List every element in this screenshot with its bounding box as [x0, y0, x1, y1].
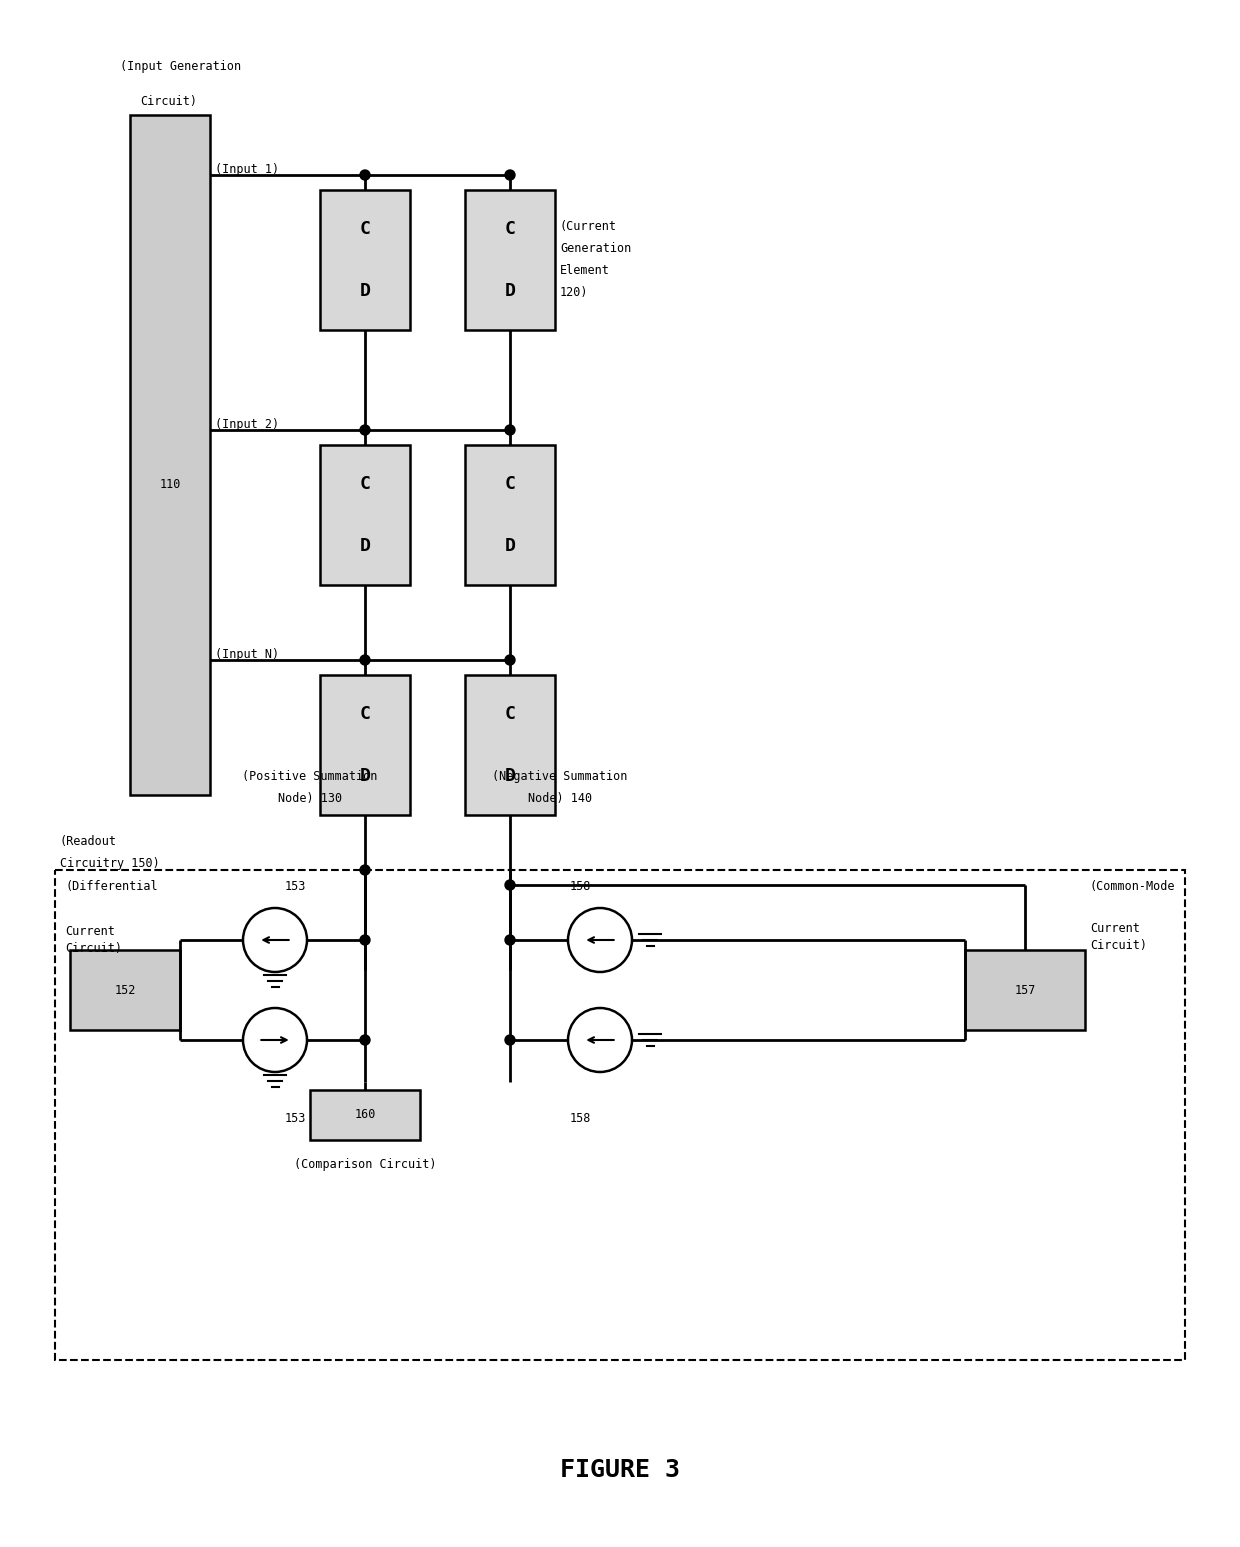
Text: D: D — [505, 537, 516, 555]
Text: Circuit): Circuit) — [1090, 939, 1147, 951]
Text: 157: 157 — [1014, 984, 1035, 996]
Text: (Input Generation: (Input Generation — [120, 60, 241, 73]
Text: 152: 152 — [114, 984, 135, 996]
Text: Circuitry 150): Circuitry 150) — [60, 857, 160, 869]
Circle shape — [360, 934, 370, 945]
Bar — [965, 950, 1085, 1030]
Text: D: D — [360, 282, 371, 300]
Text: (Common-Mode: (Common-Mode — [1090, 880, 1176, 893]
Text: Current: Current — [64, 925, 115, 937]
Circle shape — [243, 908, 308, 972]
Text: (Negative Summation: (Negative Summation — [492, 770, 627, 783]
Circle shape — [505, 425, 515, 435]
Text: C: C — [505, 705, 516, 722]
Circle shape — [360, 1035, 370, 1046]
Text: C: C — [360, 220, 371, 238]
Text: Current: Current — [1090, 922, 1140, 934]
Text: (Positive Summation: (Positive Summation — [242, 770, 378, 783]
Text: C: C — [505, 220, 516, 238]
Bar — [320, 446, 410, 585]
Text: C: C — [360, 475, 371, 493]
Bar — [55, 869, 1185, 1360]
Circle shape — [568, 908, 632, 972]
Text: (Input N): (Input N) — [215, 648, 279, 661]
Circle shape — [568, 1009, 632, 1072]
Text: D: D — [505, 282, 516, 300]
Text: Element: Element — [560, 265, 610, 277]
Text: (Comparison Circuit): (Comparison Circuit) — [294, 1159, 436, 1171]
Circle shape — [243, 1009, 308, 1072]
Text: D: D — [360, 537, 371, 555]
Text: 158: 158 — [569, 880, 590, 893]
Text: C: C — [505, 475, 516, 493]
Circle shape — [505, 1035, 515, 1046]
Bar — [310, 1091, 420, 1140]
Circle shape — [360, 654, 370, 665]
Text: 160: 160 — [355, 1109, 376, 1122]
Text: 158: 158 — [569, 1112, 590, 1125]
Text: (Input 1): (Input 1) — [215, 162, 279, 176]
Text: Generation: Generation — [560, 241, 631, 255]
Text: FIGURE 3: FIGURE 3 — [560, 1457, 680, 1482]
Bar — [320, 190, 410, 330]
Text: Circuit): Circuit) — [140, 94, 197, 108]
Text: C: C — [360, 705, 371, 722]
Text: 153: 153 — [284, 1112, 306, 1125]
Circle shape — [505, 654, 515, 665]
Text: (Input 2): (Input 2) — [215, 418, 279, 432]
Bar — [465, 446, 556, 585]
Bar — [130, 114, 210, 795]
Bar — [69, 950, 180, 1030]
Text: Circuit): Circuit) — [64, 942, 122, 954]
Circle shape — [505, 934, 515, 945]
Circle shape — [505, 880, 515, 890]
Bar — [465, 190, 556, 330]
Bar — [320, 674, 410, 815]
Text: D: D — [505, 767, 516, 784]
Text: (Readout: (Readout — [60, 835, 117, 848]
Circle shape — [505, 170, 515, 179]
Text: 120): 120) — [560, 286, 589, 299]
Circle shape — [360, 425, 370, 435]
Text: Node) 130: Node) 130 — [278, 792, 342, 804]
Text: 110: 110 — [159, 478, 181, 492]
Circle shape — [360, 170, 370, 179]
Text: (Differential: (Differential — [64, 880, 157, 893]
Text: D: D — [360, 767, 371, 784]
Bar — [465, 674, 556, 815]
Text: (Current: (Current — [560, 220, 618, 234]
Text: Node) 140: Node) 140 — [528, 792, 591, 804]
Text: 153: 153 — [284, 880, 306, 893]
Circle shape — [360, 865, 370, 876]
